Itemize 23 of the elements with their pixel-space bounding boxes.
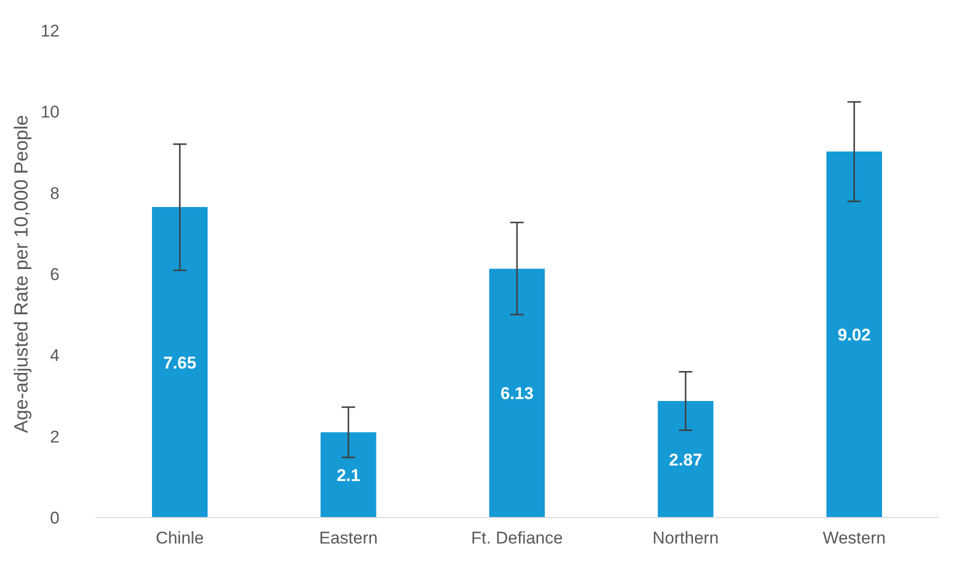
y-tick-label: 8 (50, 184, 60, 203)
y-tick-label: 10 (40, 102, 60, 122)
bar (826, 151, 882, 518)
data-label: 2.1 (336, 466, 360, 485)
y-tick-label: 4 (50, 346, 60, 366)
y-tick-label: 12 (40, 22, 60, 40)
bar (152, 207, 208, 518)
y-axis-title: Age-adjusted Rate per 10,000 People (12, 115, 33, 433)
bar (320, 432, 376, 518)
data-label: 9.02 (838, 325, 871, 344)
bar (658, 401, 714, 518)
y-tick-label: 2 (50, 427, 60, 446)
x-tick-label: Chinle (156, 528, 204, 548)
bar (489, 268, 545, 518)
x-tick-label: Northern (652, 528, 719, 548)
x-tick-label: Ft. Defiance (471, 528, 563, 548)
x-tick-label: Eastern (319, 528, 378, 548)
y-tick-label: 0 (50, 508, 60, 528)
y-tick-label: 6 (50, 265, 60, 284)
data-label: 2.87 (669, 450, 702, 470)
x-tick-label: Western (822, 528, 886, 548)
data-label: 7.65 (163, 353, 196, 372)
data-label: 6.13 (500, 384, 534, 404)
